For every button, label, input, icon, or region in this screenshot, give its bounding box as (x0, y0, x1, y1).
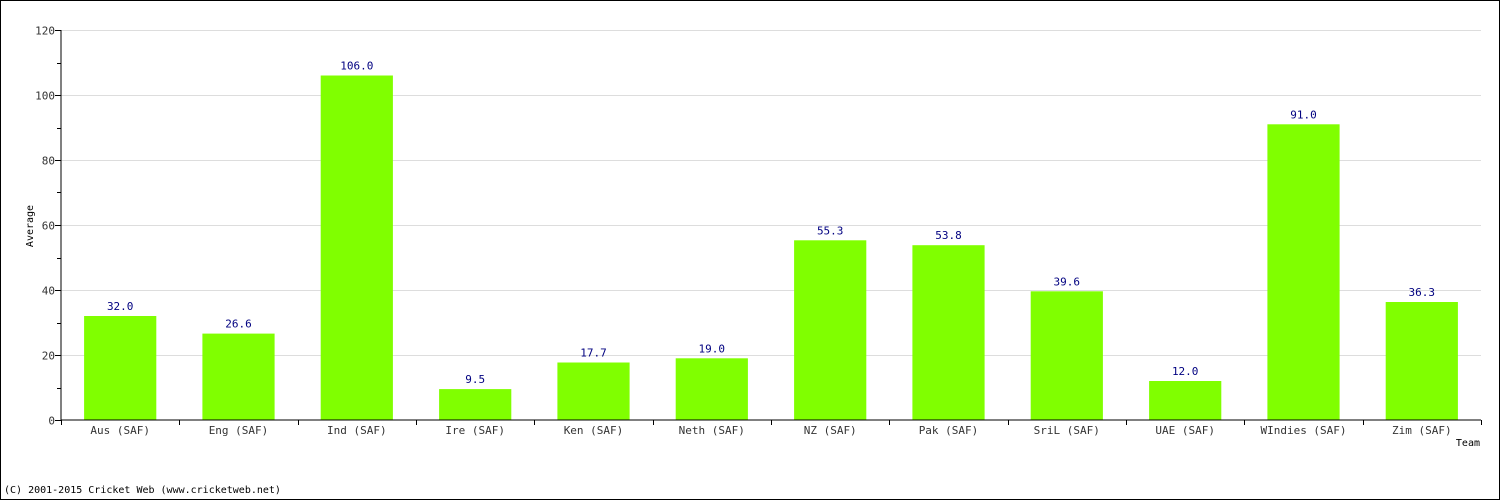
bar-value-label: 53.8 (935, 229, 962, 242)
y-tick-label: 40 (42, 285, 55, 298)
y-tick-label: 20 (42, 350, 55, 363)
copyright-notice: (C) 2001-2015 Cricket Web (www.cricketwe… (4, 485, 281, 496)
y-tick-label: 60 (42, 220, 55, 233)
bar-value-label: 32.0 (107, 300, 134, 313)
x-category-label: Ire (SAF) (445, 424, 505, 437)
gridlines (61, 30, 1481, 356)
x-category-label: SriL (SAF) (1034, 424, 1100, 437)
bar-value-label: 17.7 (580, 347, 607, 360)
y-tick-label: 80 (42, 155, 55, 168)
x-category-label: Ken (SAF) (564, 424, 624, 437)
bar-value-label: 26.6 (225, 318, 252, 331)
axes (55, 30, 1482, 425)
bar (912, 245, 985, 420)
bar (439, 389, 512, 420)
x-category-label: Zim (SAF) (1392, 424, 1452, 437)
x-category-label: Neth (SAF) (679, 424, 745, 437)
bar (1030, 291, 1103, 420)
bar (557, 362, 630, 420)
bar (202, 333, 275, 420)
bar-value-label: 12.0 (1172, 365, 1199, 378)
bar (1149, 381, 1222, 420)
bar (84, 316, 157, 420)
bar-value-label: 39.6 (1054, 275, 1081, 288)
bar-value-label: 106.0 (340, 60, 373, 73)
bar (1267, 124, 1340, 421)
bar-value-label: 36.3 (1409, 286, 1436, 299)
y-tick-label: 100 (35, 90, 55, 103)
x-category-label: Aus (SAF) (90, 424, 150, 437)
bar-value-label: 9.5 (465, 373, 485, 386)
x-category-label: NZ (SAF) (804, 424, 857, 437)
bar-value-label: 91.0 (1290, 108, 1317, 121)
x-axis-title: Team (1456, 438, 1480, 449)
labels: 0 20 40 60 80 100 120 32.0 Aus (SAF) 26.6 Eng (SAF… (35, 25, 1451, 438)
y-axis-title: Average (25, 205, 36, 247)
x-category-label: UAE (SAF) (1155, 424, 1215, 437)
y-tick-label: 0 (48, 415, 55, 428)
y-tick-label: 120 (35, 25, 55, 38)
x-category-label: Eng (SAF) (209, 424, 269, 437)
bars (84, 75, 1458, 421)
bar (320, 75, 393, 420)
bar (675, 358, 748, 421)
bar (1385, 302, 1458, 420)
x-category-label: Ind (SAF) (327, 424, 387, 437)
x-category-label: Pak (SAF) (919, 424, 979, 437)
bar-value-label: 55.3 (817, 224, 844, 237)
bar (794, 240, 867, 420)
x-category-label: WIndies (SAF) (1260, 424, 1346, 437)
bar-value-label: 19.0 (699, 342, 726, 355)
